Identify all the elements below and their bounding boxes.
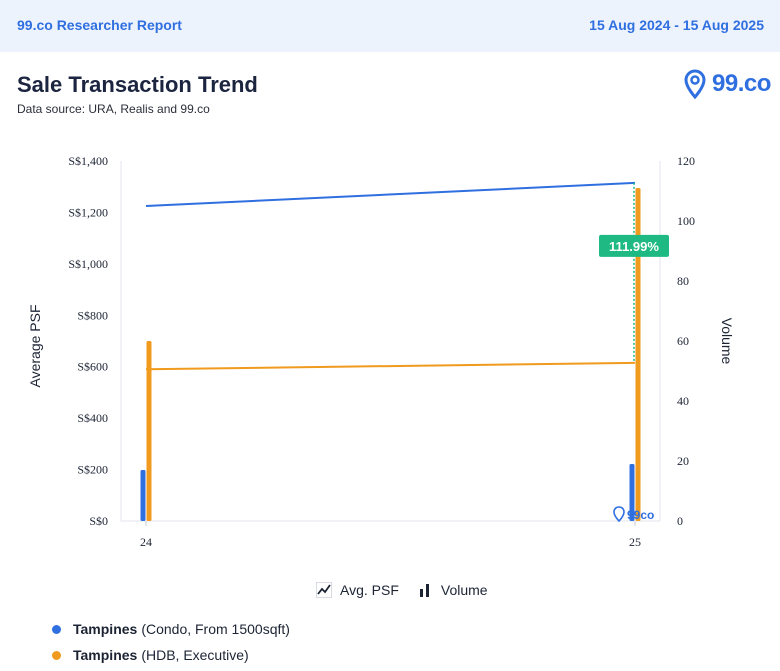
- right-tick-label: 100: [677, 214, 695, 228]
- x-tick-label: 25: [629, 535, 641, 549]
- volume-bar[interactable]: [140, 470, 146, 521]
- psf-line[interactable]: [145, 361, 636, 371]
- difference-badge-text: 111.99%: [609, 239, 659, 254]
- watermark-text: 99co: [627, 508, 654, 522]
- left-tick-label: S$1,400: [68, 154, 108, 168]
- psf-line[interactable]: [145, 181, 636, 207]
- chart-type-legend: Avg. PSF Volume: [316, 582, 506, 598]
- report-brand: 99.co Researcher Report: [17, 17, 182, 33]
- left-tick-label: S$600: [77, 360, 108, 374]
- watermark: 99co: [613, 506, 654, 523]
- right-tick-label: 20: [677, 454, 689, 468]
- y-axis-left-label: Average PSF: [27, 304, 43, 387]
- volume-bars: [140, 188, 641, 521]
- legend-psf-label: Avg. PSF: [340, 582, 399, 598]
- series-name-hdb: Tampines: [73, 647, 138, 663]
- volume-bar[interactable]: [146, 341, 152, 521]
- watermark-pin-icon: [613, 506, 625, 523]
- x-axis-ticks: 24 25: [140, 521, 641, 549]
- legend-psf[interactable]: Avg. PSF: [316, 582, 399, 598]
- report-header: 99.co Researcher Report 15 Aug 2024 - 15…: [0, 0, 780, 52]
- logo-text: 99.co: [712, 70, 771, 97]
- series-name-condo: Tampines: [73, 621, 138, 637]
- chart-grid: [120, 161, 661, 522]
- bar-chart-icon: [419, 584, 429, 597]
- psf-lines: [145, 181, 636, 371]
- volume-bar[interactable]: [629, 464, 635, 521]
- date-range: 15 Aug 2024 - 15 Aug 2025: [589, 17, 764, 33]
- left-axis-ticks: S$0 S$200 S$400 S$600 S$800 S$1,000 S$1,200 S$1…: [68, 154, 108, 528]
- line-chart-icon: [316, 582, 332, 598]
- right-axis-ticks: 0 20 40 60 80 100 120: [677, 154, 695, 528]
- series-dot-condo: [52, 624, 61, 634]
- left-tick-label: S$400: [77, 411, 108, 425]
- sale-trend-chart: S$0 S$200 S$400 S$600 S$800 S$1,000 S$1,200 S$1…: [27, 154, 735, 549]
- annotation-group: 111.99%: [599, 182, 669, 363]
- series-legend-hdb: Tampines (HDB, Executive): [52, 647, 249, 663]
- difference-badge: [599, 234, 669, 257]
- right-tick-label: 60: [677, 334, 689, 348]
- legend-volume[interactable]: Volume: [417, 582, 488, 598]
- right-tick-label: 80: [677, 274, 689, 288]
- series-detail-condo: (Condo, From 1500sqft): [141, 621, 290, 637]
- left-tick-label: S$1,000: [68, 257, 108, 271]
- x-tick-label: 24: [140, 535, 152, 549]
- series-legend-condo: Tampines (Condo, From 1500sqft): [52, 621, 290, 637]
- data-source: Data source: URA, Realis and 99.co: [17, 102, 210, 116]
- series-dot-hdb: [52, 650, 61, 660]
- right-tick-label: 40: [677, 394, 689, 408]
- right-tick-label: 0: [677, 514, 683, 528]
- legend-volume-label: Volume: [440, 582, 488, 598]
- volume-bar[interactable]: [635, 188, 641, 521]
- right-tick-label: 120: [677, 154, 695, 168]
- chart-title: Sale Transaction Trend: [17, 72, 258, 97]
- left-tick-label: S$200: [77, 463, 108, 477]
- left-tick-label: S$800: [77, 308, 108, 322]
- left-tick-label: S$1,200: [68, 205, 108, 219]
- left-tick-label: S$0: [89, 514, 108, 528]
- pin-logo-icon: [684, 69, 706, 100]
- y-axis-right-label: Volume: [719, 318, 735, 365]
- series-detail-hdb: (HDB, Executive): [141, 647, 249, 663]
